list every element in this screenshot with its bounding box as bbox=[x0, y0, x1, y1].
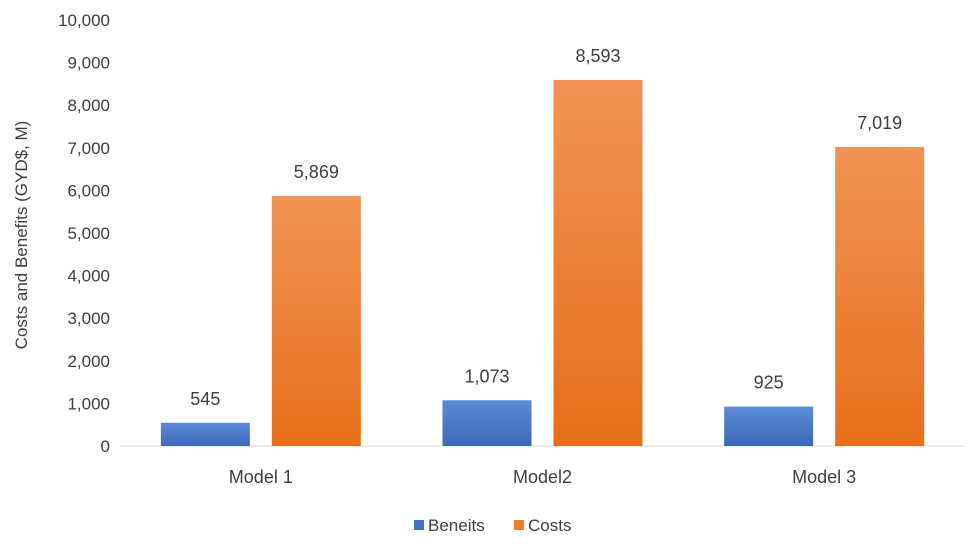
bar-beneits-1 bbox=[160, 422, 250, 446]
legend-label: Beneits bbox=[428, 516, 485, 535]
category-label: Model 1 bbox=[229, 467, 293, 487]
bar-costs-2 bbox=[553, 79, 643, 446]
category-label: Model2 bbox=[513, 467, 572, 487]
y-tick-label: 4,000 bbox=[67, 267, 110, 286]
y-tick-label: 6,000 bbox=[67, 181, 110, 200]
data-label: 1,073 bbox=[464, 366, 509, 386]
y-axis-title-group: Costs and Benefits (GYD$, M) bbox=[12, 121, 31, 350]
y-tick-label: 8,000 bbox=[67, 96, 110, 115]
y-tick-label: 5,000 bbox=[67, 224, 110, 243]
data-label: 8,593 bbox=[575, 46, 620, 66]
bars bbox=[160, 79, 925, 446]
data-label: 545 bbox=[190, 389, 220, 409]
y-tick-label: 9,000 bbox=[67, 54, 110, 73]
category-label: Model 3 bbox=[792, 467, 856, 487]
y-axis-title: Costs and Benefits (GYD$, M) bbox=[12, 121, 31, 350]
data-label: 7,019 bbox=[857, 113, 902, 133]
y-axis-ticks: 0 1,000 2,000 3,000 4,000 5,000 6,000 7,000 8,00… bbox=[58, 11, 110, 456]
y-tick-label: 0 bbox=[101, 437, 110, 456]
legend-label: Costs bbox=[528, 516, 571, 535]
bar-beneits-3 bbox=[724, 406, 814, 446]
legend-swatch-beneits bbox=[414, 520, 424, 530]
legend-swatch-costs bbox=[514, 520, 524, 530]
y-tick-label: 1,000 bbox=[67, 394, 110, 413]
y-tick-label: 3,000 bbox=[67, 309, 110, 328]
bar-costs-3 bbox=[835, 146, 925, 446]
legend: Beneits Costs bbox=[414, 516, 571, 535]
bar-costs-1 bbox=[271, 195, 361, 446]
y-tick-label: 2,000 bbox=[67, 352, 110, 371]
y-tick-label: 7,000 bbox=[67, 139, 110, 158]
category-labels: Model 1 Model2 Model 3 bbox=[229, 467, 856, 487]
data-labels: 545 5,869 1,073 8,593 925 7,019 bbox=[190, 46, 902, 409]
data-label: 925 bbox=[754, 373, 784, 393]
bar-beneits-2 bbox=[442, 400, 532, 446]
y-tick-label: 10,000 bbox=[58, 11, 110, 30]
data-label: 5,869 bbox=[294, 162, 339, 182]
